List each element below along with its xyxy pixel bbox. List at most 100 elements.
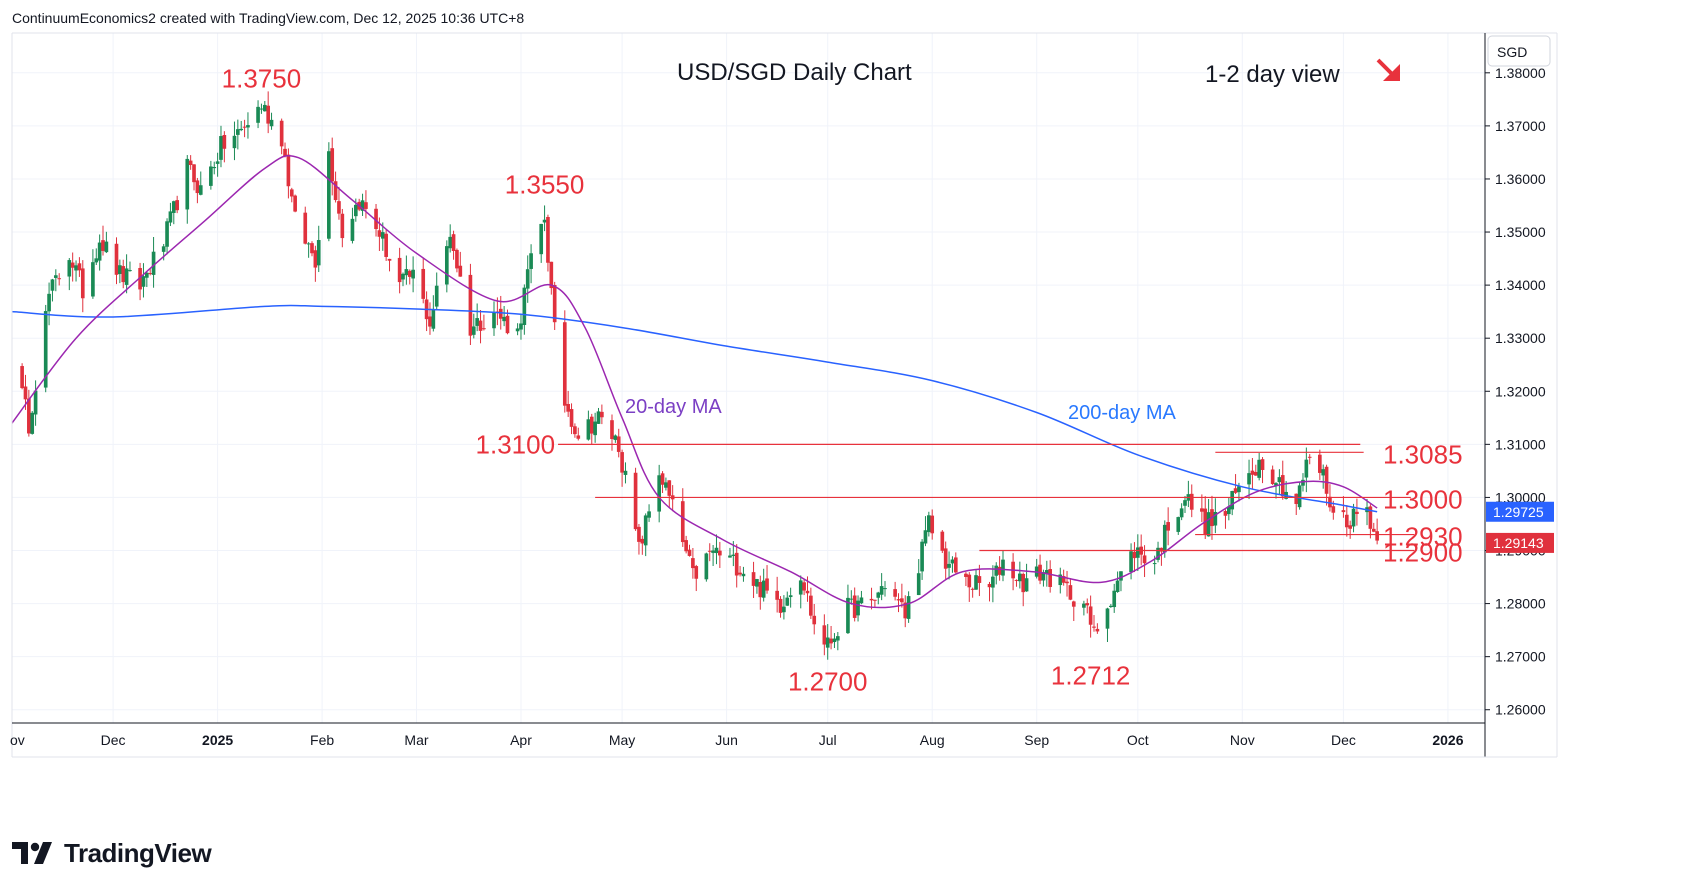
candle-body (128, 270, 132, 272)
candle-body (50, 279, 55, 291)
candle-body (835, 636, 840, 641)
candle-body (964, 573, 968, 577)
candle-body (832, 638, 837, 643)
candle-body (903, 602, 908, 619)
chart-annotations: 1.3750 1.3550 1.2700 1.2712 20-day MA 200-day… (222, 58, 1400, 697)
candle-body (431, 308, 436, 329)
candle-body (519, 323, 523, 330)
y-tick-label: 1.30000 (1495, 489, 1546, 505)
candle-body (552, 284, 557, 323)
candle-body (138, 267, 142, 290)
candle-body (337, 201, 341, 214)
candle-body (1112, 590, 1117, 608)
candle-body (822, 625, 827, 645)
candle-body (694, 566, 699, 579)
candle-body (330, 148, 335, 182)
candle-body (428, 316, 432, 327)
candle-body (1250, 470, 1255, 475)
ma200-price-badge (1486, 501, 1554, 522)
candle-body (761, 580, 766, 598)
candle-body (600, 411, 604, 418)
arrow-down-right-icon (1376, 58, 1400, 81)
candle-body (114, 243, 119, 275)
tradingview-logo[interactable]: TradingView (12, 838, 212, 868)
y-tick-label: 1.31000 (1495, 436, 1546, 452)
candle-body (589, 416, 594, 434)
candle-body (380, 232, 385, 239)
chart-title: USD/SGD Daily Chart (677, 59, 912, 86)
candle-body (680, 501, 685, 543)
y-tick-label: 1.26000 (1495, 702, 1546, 718)
candle-body (475, 318, 479, 326)
candle-body (1280, 475, 1285, 497)
x-tick-label: Dec (101, 732, 126, 748)
y-tick-label: 1.34000 (1495, 277, 1546, 293)
candle-body (1021, 573, 1026, 593)
last-price-badge-text: 1.29143 (1493, 535, 1544, 551)
y-tick-label: 1.33000 (1495, 330, 1546, 346)
candle-body (916, 573, 921, 596)
candle-body (876, 592, 881, 598)
candle-body (809, 595, 813, 616)
candle-body (1318, 454, 1322, 473)
arrow-head (1383, 64, 1400, 81)
candle-body (306, 243, 311, 245)
candle-body (70, 262, 75, 268)
candle-body (664, 482, 668, 488)
candle-body (1156, 547, 1160, 560)
candle-body (313, 250, 318, 268)
candle-body (765, 578, 769, 591)
candle-body (1071, 601, 1076, 607)
candle-body (1044, 570, 1049, 574)
candle-body (222, 134, 227, 149)
candle-body (404, 269, 409, 276)
candle-body (242, 126, 247, 128)
candle-body (421, 268, 426, 299)
candle-body (1226, 506, 1231, 515)
candle-body (458, 265, 463, 277)
candle-body (121, 266, 126, 283)
candle-body (1092, 626, 1096, 628)
x-tick-label: Sep (1024, 732, 1049, 748)
candle-body (943, 548, 948, 569)
candle-body (633, 472, 638, 530)
candle-body (293, 195, 297, 212)
candle-body (171, 201, 176, 213)
candle-body (970, 588, 975, 590)
candle-body (1018, 573, 1022, 582)
candle-body (714, 547, 719, 554)
y-tick-label: 1.36000 (1495, 171, 1546, 187)
candle-body (239, 128, 244, 131)
candle-body (1115, 580, 1120, 592)
candle-body (384, 233, 388, 257)
candle-body (893, 589, 897, 597)
candle-body (515, 328, 520, 332)
candle-body (327, 151, 331, 239)
candle-body (1129, 551, 1133, 573)
candle-body (502, 316, 506, 322)
candle-body (1230, 491, 1235, 510)
candle-body (1321, 469, 1326, 476)
y-tick-label: 1.32000 (1495, 383, 1546, 399)
candle-body (269, 119, 274, 127)
candle-body (758, 582, 763, 598)
candle-body (1014, 579, 1019, 581)
y-tick-label: 1.27000 (1495, 649, 1546, 665)
candle-body (492, 312, 496, 329)
candle-body (802, 582, 806, 591)
moving-averages (11, 154, 1378, 609)
tradingview-logo-icon (12, 842, 52, 864)
candle-body (43, 311, 48, 388)
candle-body (930, 515, 935, 534)
candle-body (20, 366, 24, 389)
candle-body (1189, 493, 1194, 510)
price-annotation: 1.2700 (788, 667, 868, 697)
candle-body (829, 638, 833, 644)
candle-body (687, 549, 692, 556)
candle-body (586, 419, 591, 440)
candle-body (374, 208, 378, 230)
candle-body (573, 426, 577, 435)
candle-body (1260, 459, 1265, 470)
y-tick-label: 1.38000 (1495, 65, 1546, 81)
